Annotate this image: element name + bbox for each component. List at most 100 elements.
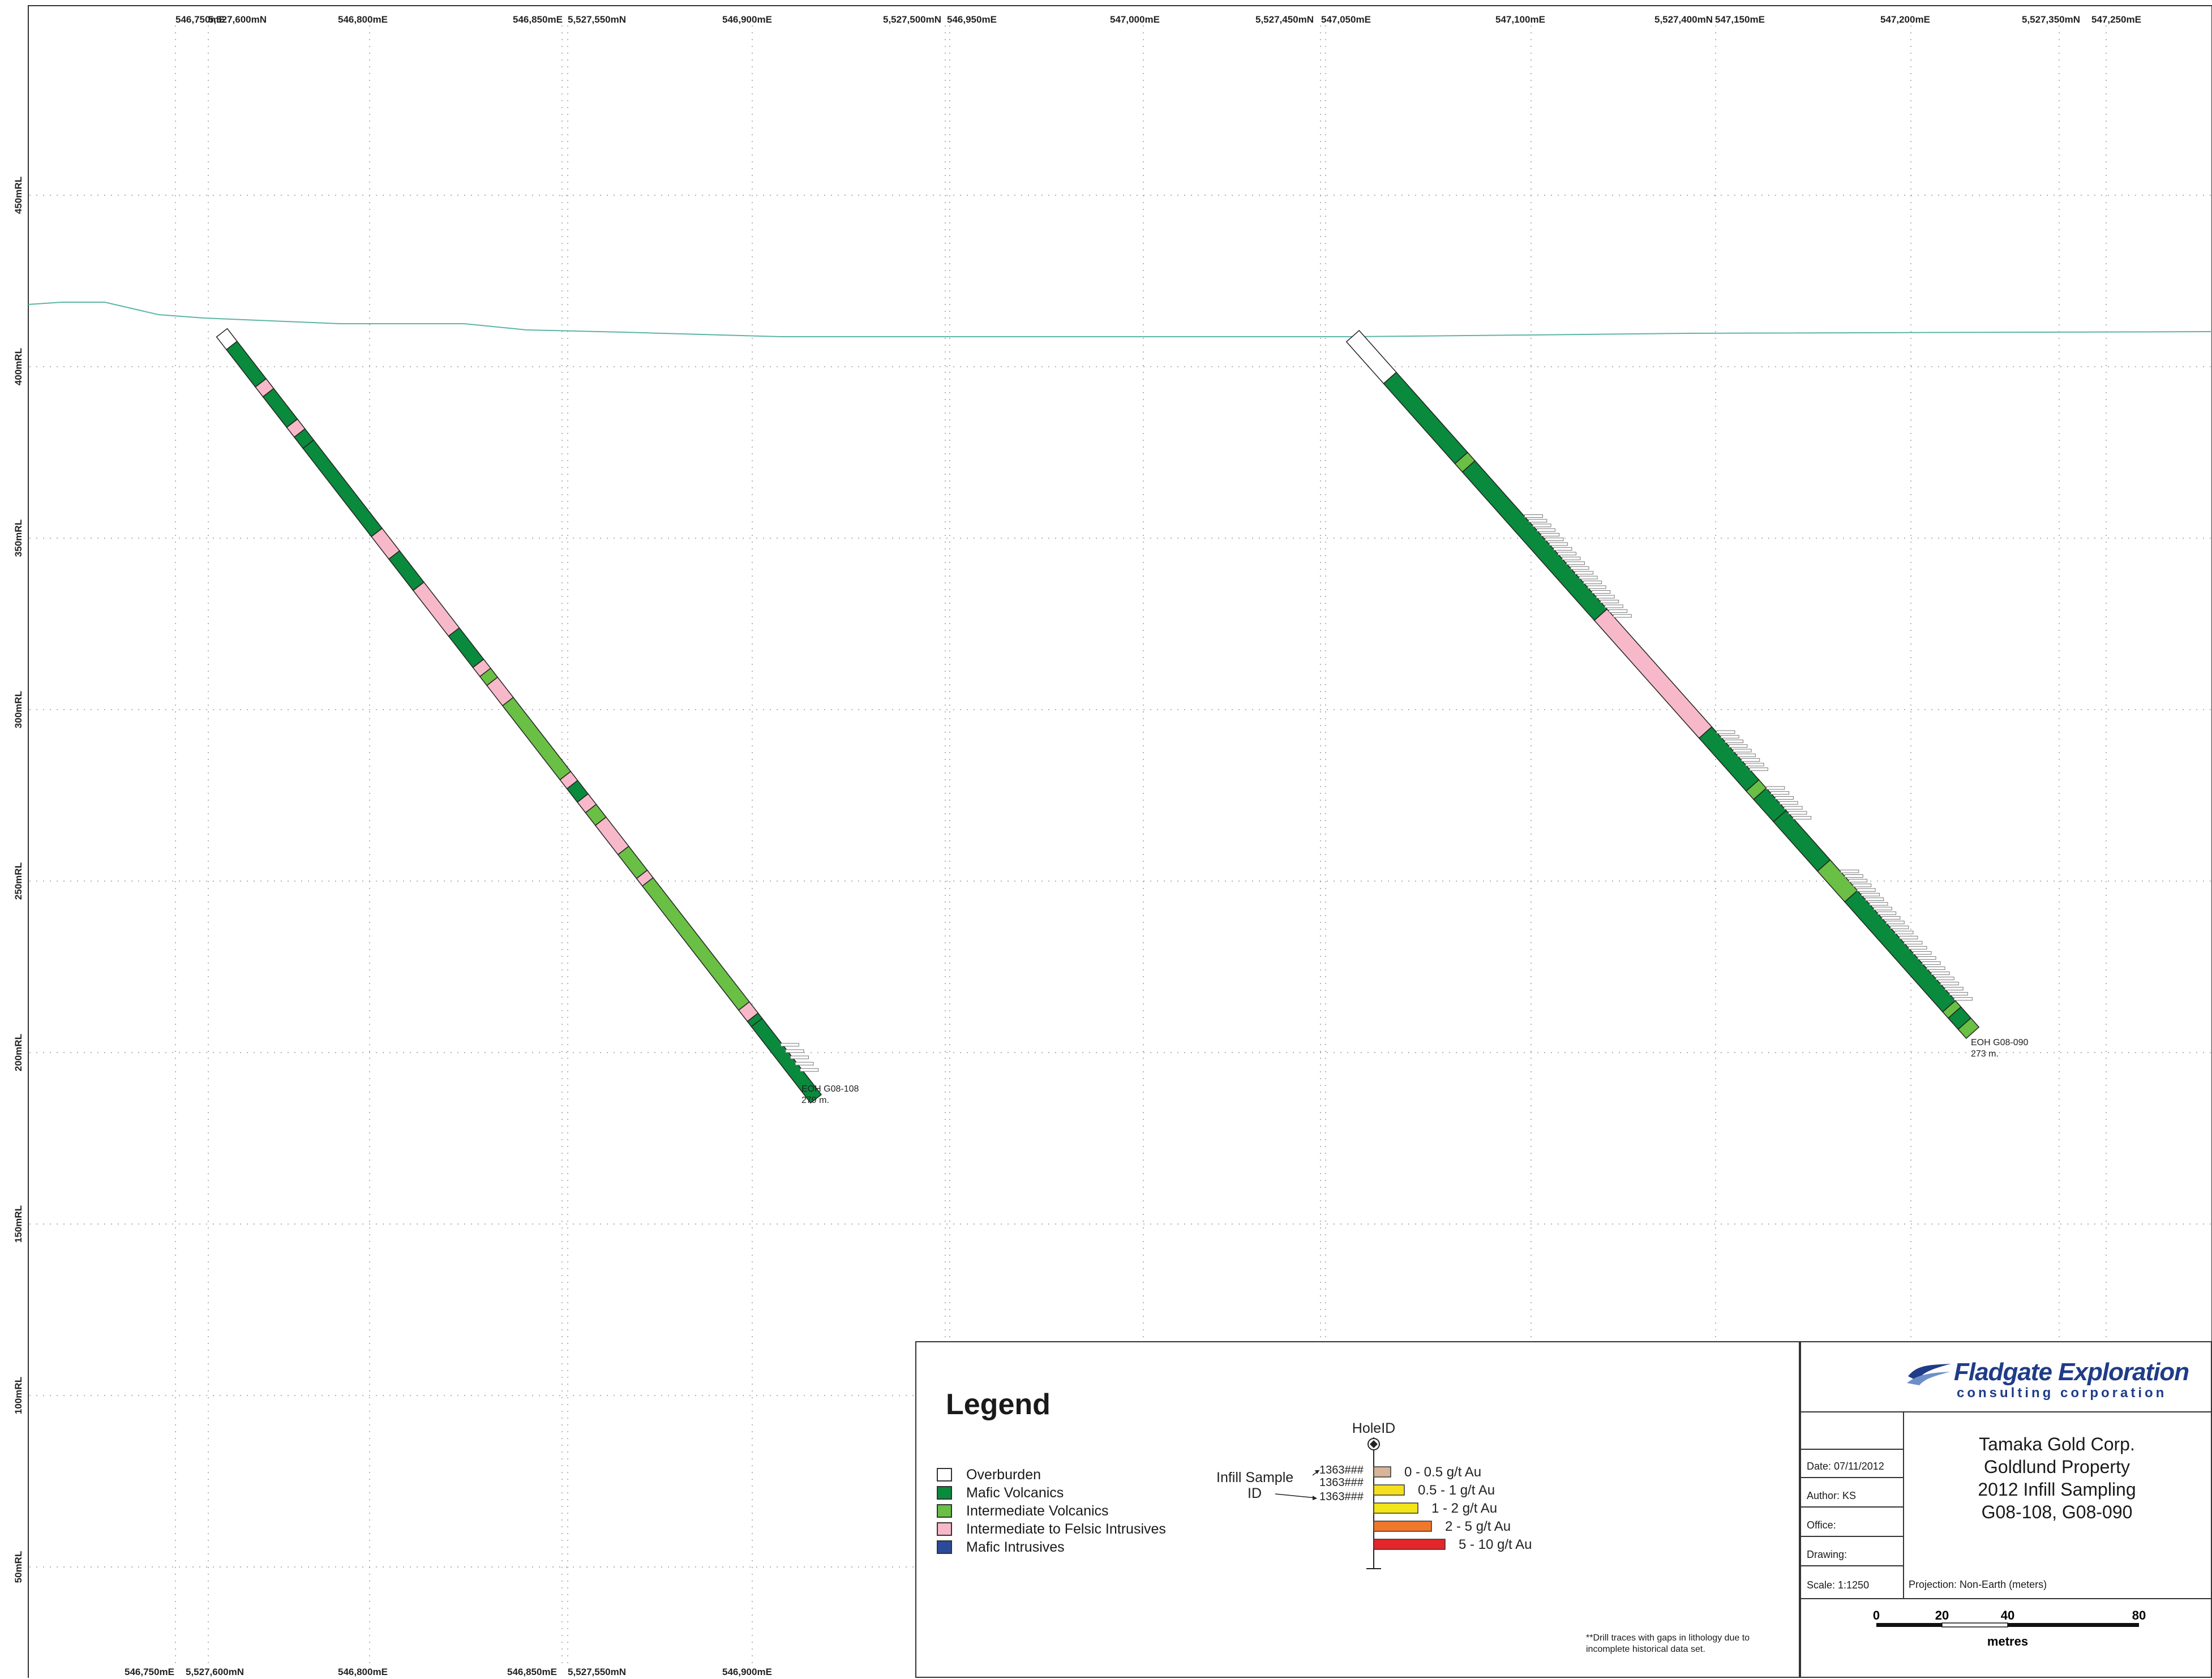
grade-bar <box>1374 1467 1391 1477</box>
rl-label: 100mRL <box>13 1377 24 1414</box>
rl-label: 250mRL <box>13 862 24 900</box>
lithology-interval <box>1347 330 1396 384</box>
sample-id-tag <box>1725 740 1743 743</box>
title-line: 2012 Infill Sampling <box>1903 1478 2211 1501</box>
sample-id-tag <box>1575 572 1593 574</box>
sample-id-tag <box>1870 903 1888 905</box>
sample-id-tag <box>1789 811 1807 814</box>
sample-id-tag <box>1931 972 1949 974</box>
rl-label: 150mRL <box>13 1205 24 1243</box>
sample-id-tag <box>1945 987 1963 990</box>
drill-hole-G08-090 <box>1347 330 1979 1038</box>
lithology-interval <box>389 551 424 590</box>
scale-segment <box>1942 1623 2008 1627</box>
top-northing-label: 5,527,550mN <box>568 14 626 25</box>
lithology-interval <box>595 817 629 854</box>
top-tick-label: 547,250mE <box>2091 14 2141 25</box>
sample-id-tag <box>1529 519 1547 522</box>
sample-id-tag <box>781 1044 799 1046</box>
bottom-tick-label: 546,850mE <box>507 1667 557 1677</box>
sample-id-tag <box>1849 879 1867 882</box>
grade-label: 0.5 - 1 g/t Au <box>1418 1483 1495 1498</box>
scale-unit: metres <box>1987 1634 2028 1648</box>
sample-id-tag <box>1866 898 1884 901</box>
sample-id-tag <box>1874 907 1892 910</box>
lithology-interval <box>449 628 484 667</box>
logo-subtitle: consulting corporation <box>1957 1385 2167 1401</box>
grade-bar <box>1374 1521 1431 1531</box>
sample-id-tag <box>1733 749 1751 752</box>
sample-id-tag <box>1750 768 1768 771</box>
arrow-head-icon <box>1313 1496 1317 1500</box>
sample-id-tag <box>791 1056 809 1059</box>
scale-segment <box>1876 1623 1942 1627</box>
bottom-tick-label: 546,750mE <box>125 1667 174 1677</box>
title-block-divider <box>1903 1411 1904 1598</box>
grade-label: 2 - 5 g/t Au <box>1445 1519 1511 1534</box>
top-northing-label: 5,527,450mN <box>1255 14 1314 25</box>
sample-id-tag <box>1954 998 1972 1000</box>
sample-id-tag <box>1533 524 1551 527</box>
grade-bar <box>1374 1503 1418 1513</box>
sample-id-tag <box>1927 967 1945 969</box>
bottom-northing-label: 5,527,600mN <box>186 1667 244 1677</box>
top-northing-label: 5,527,400mN <box>1654 14 1713 25</box>
sample-id-tag <box>786 1050 804 1053</box>
sample-id-tag <box>1857 888 1875 891</box>
sample-id-tag <box>1922 961 1940 964</box>
sample-id-tag <box>1780 801 1798 804</box>
sample-id-tag <box>1767 787 1785 789</box>
sample-id-tag <box>1558 552 1576 555</box>
sample-id-tag <box>1784 806 1802 809</box>
lithology-interval <box>1773 810 1830 871</box>
sample-id-tag <box>795 1062 813 1065</box>
topography-line <box>28 302 2212 337</box>
sample-id-tag <box>1861 893 1879 896</box>
rl-label: 450mRL <box>13 177 24 214</box>
sample-id-tag <box>1605 605 1623 608</box>
top-northing-label: 5,527,350mN <box>2022 14 2080 25</box>
rl-label: 300mRL <box>13 691 24 728</box>
eoh-depth: 273 m. <box>1971 1049 1999 1059</box>
infill-sample-label: Infill Sample <box>1216 1470 1293 1485</box>
grade-label: 0 - 0.5 g/t Au <box>1404 1465 1481 1480</box>
sample-id-tag <box>1845 875 1863 878</box>
legend-panel: Legend Overburden Mafic Volcanics Interm… <box>915 1341 1800 1678</box>
drill-hole-G08-108 <box>217 329 822 1103</box>
date-field: Date: 07/11/2012 <box>1801 1449 1903 1478</box>
sample-id-tag <box>1579 576 1597 579</box>
eoh-label: EOH G08-108 <box>801 1084 859 1094</box>
lithology-interval <box>642 878 749 1010</box>
sample-id-tag <box>1742 758 1760 761</box>
sample-id-tag <box>1904 941 1922 944</box>
sample-id-tag <box>1613 615 1631 617</box>
sample-id-tag <box>1882 916 1900 919</box>
grade-bars: 0 - 0.5 g/t Au0.5 - 1 g/t Au1 - 2 g/t Au… <box>1374 1465 1532 1552</box>
sample-id-tag <box>1562 557 1580 560</box>
title-block-fields: Date: 07/11/2012 Author: KS Office: Draw… <box>1801 1411 1903 1596</box>
sample-id: 1363### <box>1319 1491 1364 1503</box>
sample-id-tag <box>1918 956 1936 959</box>
sample-id: 1363### <box>1319 1464 1364 1476</box>
scale-tick: 80 <box>2132 1608 2146 1622</box>
top-northing-label: 5,527,600mN <box>208 14 267 25</box>
sample-id-tag <box>1936 977 1954 980</box>
rl-axis: 450mRL 400mRL 350mRL 300mRL 250mRL 200mR… <box>13 177 24 1583</box>
sample-id-tag <box>1567 562 1585 565</box>
sample-id-tag <box>1549 543 1567 546</box>
grade-bar <box>1374 1485 1404 1495</box>
author-field: Author: KS <box>1801 1478 1903 1508</box>
bottom-tick-label: 546,800mE <box>338 1667 388 1677</box>
scale-field: Scale: 1:1250 <box>1801 1566 1903 1596</box>
sample-id-tag <box>1609 609 1627 612</box>
sample-id-tag <box>1524 515 1542 518</box>
scale-tick: 20 <box>1935 1608 1949 1622</box>
scale-segment <box>2008 1623 2139 1627</box>
sample-id-tag <box>1895 931 1913 934</box>
sample-id-tag <box>1596 595 1614 598</box>
title-line: G08-108, G08-090 <box>1903 1501 2211 1523</box>
eoh-label: EOH G08-090 <box>1971 1038 2028 1047</box>
top-tick-label: 546,800mE <box>338 14 388 25</box>
rl-label: 50mRL <box>13 1551 24 1583</box>
sample-id-tag <box>1853 884 1871 887</box>
